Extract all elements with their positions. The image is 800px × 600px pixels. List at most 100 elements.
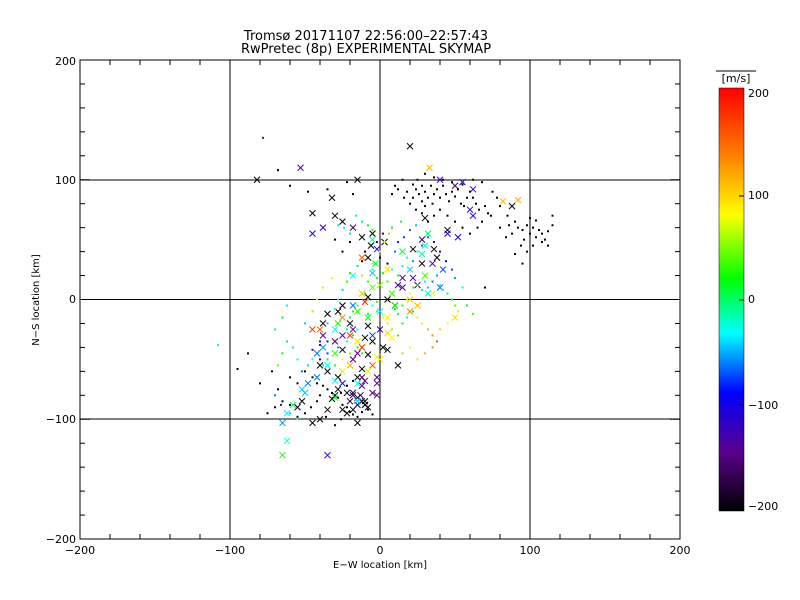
cross-marker: [358, 382, 366, 390]
dot-marker: [523, 238, 525, 241]
dot-marker: [427, 286, 429, 289]
dot-marker: [367, 224, 369, 227]
cross-marker: [364, 322, 372, 330]
dot-marker: [364, 250, 366, 253]
dot-marker: [311, 376, 314, 379]
cross-marker: [499, 197, 507, 205]
cross-marker: [369, 236, 376, 243]
dot-marker: [526, 224, 528, 227]
cross-marker: [399, 248, 406, 255]
dot-marker: [371, 229, 374, 232]
cross-marker: [384, 346, 391, 354]
cross-marker: [418, 250, 426, 258]
cross-marker: [331, 326, 339, 333]
dot-marker: [415, 208, 417, 211]
dot-marker: [341, 288, 344, 291]
dot-marker: [469, 190, 471, 193]
dot-marker: [259, 382, 261, 385]
dot-marker: [289, 184, 291, 187]
cross-marker: [406, 142, 414, 150]
cross-marker: [430, 245, 438, 253]
dot-marker: [361, 220, 363, 223]
cross-marker: [391, 302, 399, 309]
dot-marker: [496, 196, 498, 199]
dot-marker: [346, 340, 348, 343]
dot-marker: [412, 196, 414, 199]
cross-marker: [354, 176, 361, 184]
dot-marker: [346, 280, 348, 283]
dot-marker: [401, 178, 404, 181]
x-tick-label: 200: [670, 544, 691, 557]
cross-marker: [324, 310, 331, 318]
dot-marker: [346, 406, 348, 409]
dot-marker: [445, 193, 447, 196]
dot-marker: [401, 352, 404, 355]
dot-marker: [325, 415, 327, 418]
dot-marker: [424, 205, 426, 208]
dot-marker: [349, 411, 351, 414]
y-tick-label: 0: [69, 293, 76, 306]
cross-marker: [508, 202, 516, 210]
dot-marker: [322, 286, 324, 289]
dot-marker: [236, 367, 239, 370]
cross-marker: [384, 296, 391, 303]
cross-marker: [364, 293, 372, 301]
cross-marker: [357, 391, 364, 399]
cross-marker: [454, 233, 462, 241]
dot-marker: [319, 340, 321, 343]
dot-marker: [476, 226, 479, 229]
dot-marker: [412, 310, 414, 313]
dot-marker: [304, 322, 306, 325]
cross-marker: [339, 218, 346, 226]
chart-title: Tromsø 20171107 22:56:00–22:57:43: [243, 29, 488, 44]
cross-marker: [289, 401, 297, 409]
dot-marker: [421, 288, 423, 291]
dot-marker: [379, 250, 381, 253]
dot-marker: [281, 352, 284, 355]
cross-marker: [339, 406, 346, 414]
dot-marker: [427, 236, 429, 239]
dot-marker: [451, 190, 453, 193]
cross-marker: [384, 314, 391, 321]
cross-marker: [339, 346, 346, 354]
dot-marker: [421, 184, 423, 187]
dot-marker: [394, 308, 396, 311]
dot-marker: [319, 394, 321, 397]
dot-marker: [401, 322, 404, 325]
dot-marker: [340, 418, 342, 421]
dot-marker: [326, 352, 329, 355]
cross-marker: [439, 266, 447, 273]
dot-marker: [409, 346, 411, 349]
dot-marker: [346, 328, 348, 331]
dot-marker: [521, 262, 524, 265]
cross-marker: [514, 196, 522, 204]
dot-marker: [454, 220, 456, 223]
cross-marker: [367, 242, 375, 249]
dot-marker: [541, 241, 543, 244]
cross-marker: [319, 320, 327, 327]
dot-marker: [281, 316, 284, 319]
dot-marker: [431, 346, 434, 349]
cross-marker: [358, 373, 366, 381]
dot-marker: [301, 370, 303, 373]
x-tick-label: −200: [65, 544, 95, 557]
cross-marker: [283, 437, 291, 445]
dot-marker: [439, 208, 441, 211]
dot-marker: [551, 214, 554, 217]
dot-marker: [454, 304, 456, 307]
x-axis-label: E−W location [km]: [333, 560, 427, 571]
cross-marker: [304, 379, 312, 387]
cross-marker: [369, 230, 376, 237]
dot-marker: [436, 188, 438, 191]
cross-marker: [384, 266, 391, 273]
cross-marker: [388, 334, 396, 342]
cross-marker: [354, 308, 361, 315]
x-tick-label: 0: [377, 544, 384, 557]
dot-marker: [463, 205, 465, 208]
cross-marker: [376, 326, 384, 333]
dot-marker: [322, 364, 324, 367]
dot-marker: [451, 268, 453, 271]
dot-marker: [446, 322, 449, 325]
dot-marker: [361, 411, 363, 414]
